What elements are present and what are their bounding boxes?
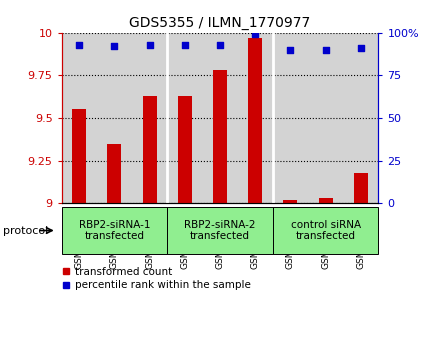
Bar [178,96,192,203]
Point [76,42,83,48]
Point [111,44,118,49]
Text: RBP2-siRNA-2
transfected: RBP2-siRNA-2 transfected [184,220,256,241]
Text: protocol: protocol [3,225,48,236]
Point [216,42,224,48]
Bar [213,70,227,203]
Bar [248,38,262,203]
Text: control siRNA
transfected: control siRNA transfected [290,220,361,241]
Bar [273,207,378,254]
Point [146,42,153,48]
Title: GDS5355 / ILMN_1770977: GDS5355 / ILMN_1770977 [129,16,311,30]
Bar [107,144,121,203]
Bar [72,109,86,203]
Point [287,47,294,53]
Point [181,42,188,48]
Bar [143,96,157,203]
Bar [167,207,273,254]
Bar [354,172,368,203]
Legend: transformed count, percentile rank within the sample: transformed count, percentile rank withi… [58,263,255,294]
Point [322,47,329,53]
Point [252,32,259,37]
Bar [319,198,333,203]
Bar [62,207,167,254]
Point [357,45,364,51]
Bar [283,200,297,203]
Text: RBP2-siRNA-1
transfected: RBP2-siRNA-1 transfected [79,220,150,241]
